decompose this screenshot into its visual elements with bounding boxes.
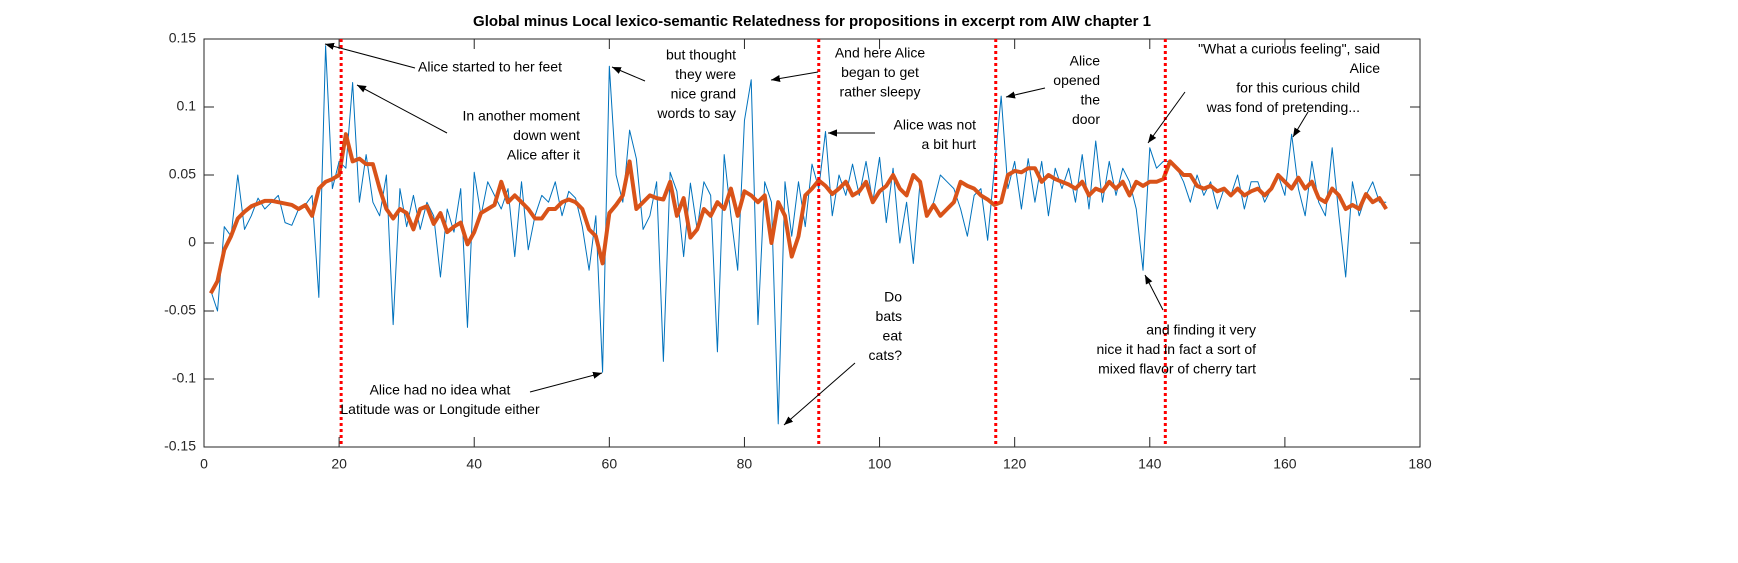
annotation-text: nice grand (671, 86, 736, 102)
x-tick-label: 160 (1273, 456, 1297, 472)
x-tick-label: 140 (1138, 456, 1162, 472)
annotation-text: was fond of pretending... (1206, 99, 1360, 115)
y-tick-label: 0.1 (177, 98, 197, 114)
annotation-arrow (770, 71, 819, 83)
annotation-text: Alice started to her feet (418, 59, 562, 75)
data-line (210, 45, 1387, 425)
annotation-arrow (783, 362, 856, 426)
annotation-text: Alice (1070, 53, 1101, 69)
annotation-text: for this curious child (1236, 80, 1360, 96)
annotation-text: eat (883, 328, 903, 344)
annotation-text: Alice after it (507, 147, 580, 163)
annotation-text: Alice was not (894, 117, 977, 133)
annotation-text: they were (675, 66, 736, 82)
annotation-text: down went (513, 127, 580, 143)
annotation-text: the (1081, 92, 1101, 108)
annotation-text: bats (876, 308, 902, 324)
x-tick-label: 60 (602, 456, 618, 472)
x-tick-label: 40 (466, 456, 482, 472)
annotation-text: Do (884, 289, 902, 305)
chart-title: Global minus Local lexico-semantic Relat… (473, 13, 1151, 30)
annotation-text: a bit hurt (922, 136, 977, 152)
y-tick-label: -0.15 (164, 438, 196, 454)
annotation-text: nice it had in fact a sort of (1096, 341, 1256, 357)
y-tick-label: -0.05 (164, 302, 196, 318)
y-tick-label: 0.15 (169, 30, 196, 46)
data-line (209, 132, 1388, 295)
annotation-text: "What a curious feeling", said (1198, 41, 1380, 57)
annotation-arrow (1147, 91, 1186, 144)
y-tick-label: -0.1 (172, 370, 196, 386)
annotation-arrow (356, 84, 448, 134)
y-tick-label: 0 (188, 234, 196, 250)
annotation-text: And here Alice (835, 45, 925, 61)
x-tick-label: 20 (331, 456, 347, 472)
annotation-arrow (1292, 111, 1309, 138)
annotation-text: and finding it very (1146, 322, 1256, 338)
x-tick-label: 0 (200, 456, 208, 472)
annotation-text: In another moment (462, 108, 580, 124)
x-tick-label: 100 (868, 456, 892, 472)
annotation-text: door (1072, 111, 1100, 127)
annotation-text: Latitude was or Longitude either (340, 401, 540, 417)
annotation-text: rather sleepy (840, 84, 921, 100)
annotation-arrow (529, 371, 603, 393)
annotation-text: mixed flavor of cherry tart (1098, 361, 1256, 377)
x-tick-label: 180 (1408, 456, 1432, 472)
annotation-arrow (324, 42, 416, 69)
annotation-arrow (611, 66, 646, 82)
annotation-text: opened (1053, 72, 1100, 88)
annotation-text: words to say (656, 105, 736, 121)
annotation-text: but thought (666, 47, 736, 63)
annotation-text: Alice had no idea what (370, 382, 511, 398)
x-tick-label: 80 (737, 456, 753, 472)
annotation-text: began to get (841, 64, 919, 80)
annotation-arrow (1005, 87, 1046, 99)
annotation-text: cats? (869, 347, 903, 363)
x-tick-label: 120 (1003, 456, 1027, 472)
y-tick-label: 0.05 (169, 166, 196, 182)
annotation-arrow (1144, 274, 1164, 311)
plot-area (203, 38, 1421, 448)
annotation-text: Alice (1350, 60, 1381, 76)
